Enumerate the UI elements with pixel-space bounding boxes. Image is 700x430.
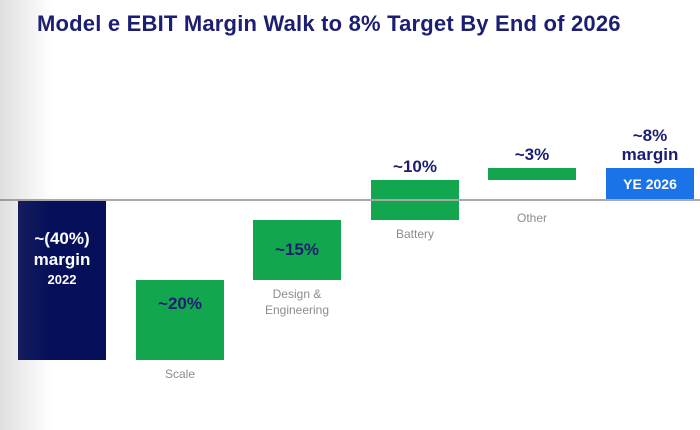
- bar-category-label: Design & Engineering: [264, 287, 330, 318]
- bar-design-engineering: ~15% Design & Engineering: [253, 220, 341, 317]
- bar-value-label: ~8% margin: [621, 126, 679, 164]
- bar-value-label: ~20%: [158, 294, 202, 313]
- bar-2022: ~(40%) margin 2022: [18, 200, 106, 360]
- zero-baseline: [0, 199, 700, 201]
- bar-value-label: ~(40%) margin 2022: [33, 229, 91, 288]
- bar-category-label: Battery: [395, 227, 434, 241]
- bar-other: ~3% Other: [488, 145, 576, 225]
- chart-title: Model e EBIT Margin Walk to 8% Target By…: [37, 11, 621, 36]
- bar-inside-label: YE 2026: [623, 176, 677, 192]
- bar-ye-2026: ~8% margin YE 2026: [606, 127, 694, 200]
- bar-value-label: ~3%: [514, 144, 550, 164]
- bar-scale: ~20% Scale: [136, 280, 224, 381]
- bar-category-label: Scale: [164, 367, 196, 381]
- bar-category-label: Other: [516, 211, 547, 225]
- bar-value-label: ~10%: [393, 156, 437, 176]
- bar-value-label: ~15%: [275, 239, 319, 259]
